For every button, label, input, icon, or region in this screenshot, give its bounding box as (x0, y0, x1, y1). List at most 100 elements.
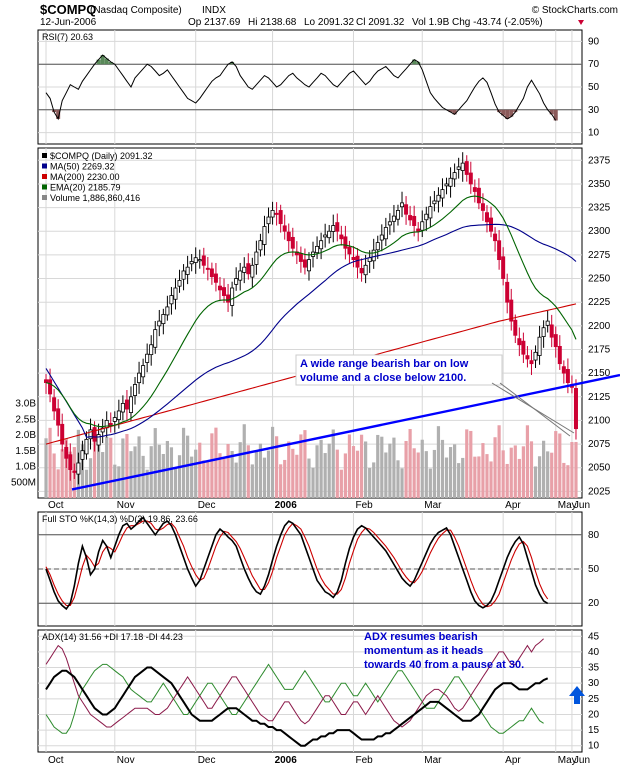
candle-body (404, 204, 409, 215)
volume-bar (574, 441, 578, 498)
candle-body (173, 287, 178, 300)
candle-body (545, 320, 550, 326)
month-label: Jun (574, 500, 590, 511)
volume-bar (226, 443, 230, 498)
candle-body (557, 345, 562, 365)
candle-body (302, 259, 307, 268)
candle-body (505, 281, 510, 303)
volume-tick-label: 1.5B (15, 446, 36, 457)
up-arrow-icon (569, 686, 585, 704)
candle-body (323, 234, 328, 238)
candle-body (472, 187, 477, 192)
adx-line (45, 666, 549, 747)
volume-bar (546, 451, 550, 498)
trendline (71, 373, 620, 491)
legend-swatch (42, 195, 47, 200)
exchange-label: INDX (202, 5, 226, 16)
volume-bar (388, 443, 392, 498)
candle-body (286, 231, 291, 242)
open-value: Op 2137.69 (188, 17, 241, 28)
volume-bar (88, 458, 93, 498)
price-tick-label: 2275 (588, 250, 611, 261)
candle-body (133, 384, 138, 396)
high-value: Hi 2138.68 (248, 17, 297, 28)
legend-entry: MA(200) 2230.00 (50, 172, 120, 182)
volume-tick-label: 2.5B (15, 414, 36, 425)
candle-body (395, 210, 400, 220)
volume-bar (177, 455, 182, 498)
sto-k-line (45, 516, 549, 611)
month-label: Nov (117, 500, 135, 511)
volume-bar (440, 439, 445, 498)
close-value: Cl 2091.32 (356, 17, 405, 28)
legend-swatch (42, 153, 47, 158)
volume-bar (428, 468, 432, 498)
legend-swatch (42, 163, 47, 169)
volume-bar (44, 438, 48, 498)
candle-body (68, 454, 73, 471)
candle-body (476, 187, 481, 204)
volume-bar (396, 460, 400, 498)
ma50-line (45, 223, 577, 438)
month-label: Oct (48, 500, 64, 511)
volume-bar (529, 441, 534, 498)
volume-tick-label: 2.0B (15, 430, 36, 441)
volume-bar (558, 433, 562, 498)
volume-bar (481, 443, 485, 498)
candle-body (48, 379, 53, 395)
sto-label: Full STO %K(14,3) %D(3) 19.86, 23.66 (42, 514, 198, 524)
volume-bar (121, 438, 125, 498)
candle-body (343, 236, 348, 249)
candle-body (157, 320, 162, 327)
volume-bar (291, 448, 295, 498)
candle-body (153, 329, 158, 348)
volume-bar (335, 449, 339, 498)
volume-tick-label: 1.0B (15, 462, 36, 473)
candle-body (460, 162, 465, 171)
month-label: Mar (424, 755, 442, 766)
volume-bar (339, 469, 343, 498)
candle-body (440, 189, 445, 199)
volume-bar (384, 452, 388, 498)
candle-body (416, 228, 421, 232)
candle-body (501, 256, 506, 279)
volume-bar (202, 460, 206, 498)
candle-body (448, 177, 453, 187)
volume-bar (129, 451, 133, 498)
price-tick-label: 2125 (588, 392, 611, 403)
price-tick-label: 2200 (588, 321, 611, 332)
candle-body (145, 353, 150, 363)
candle-body (274, 212, 279, 215)
volume-bar (404, 440, 408, 498)
candle-body (213, 273, 218, 283)
candle-body (420, 221, 425, 231)
candle-body (177, 280, 182, 287)
rsi-tick-label: 30 (588, 105, 600, 116)
volume-bar (331, 429, 335, 498)
candle-body (52, 397, 57, 412)
adx-tick-label: 25 (588, 694, 600, 705)
volume-bar (218, 453, 222, 498)
price-tick-label: 2375 (588, 155, 611, 166)
volume-bar (315, 445, 319, 498)
volume-bar (457, 463, 461, 498)
volume-bar (222, 458, 226, 498)
candle-body (387, 221, 392, 226)
candle-body (306, 259, 311, 272)
candle-body (335, 222, 340, 232)
volume-bar (554, 431, 558, 498)
candle-body (484, 212, 489, 223)
volume-bar (105, 437, 109, 498)
volume-bar (533, 466, 538, 498)
candle-body (238, 270, 243, 281)
month-label: Apr (505, 755, 521, 766)
volume-bar (376, 434, 380, 498)
candle-body (205, 267, 210, 270)
volume-bar (327, 443, 331, 498)
volume-bar (562, 462, 566, 498)
candle-body (290, 236, 295, 249)
volume-bar (161, 453, 165, 498)
volume-bar (97, 443, 101, 498)
volume-bar (198, 442, 202, 498)
